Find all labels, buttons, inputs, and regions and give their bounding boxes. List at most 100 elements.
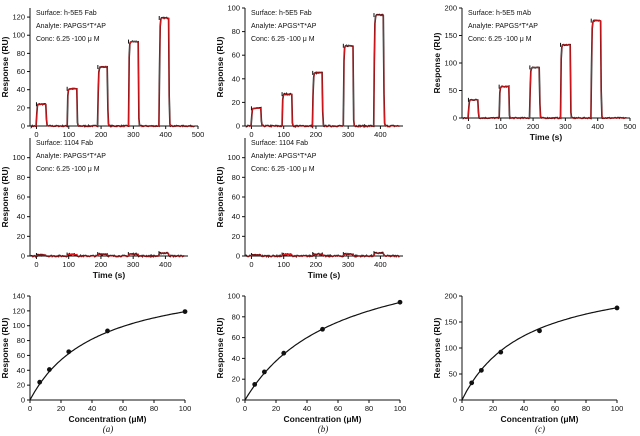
x-axis-label: Concentration (μM) bbox=[501, 414, 579, 424]
y-tick-label: 140 bbox=[12, 292, 25, 301]
fit-curve bbox=[461, 307, 618, 401]
y-tick-label: 60 bbox=[232, 51, 240, 60]
fit-trace bbox=[246, 14, 400, 127]
panel-annotation: Surface: 1104 Fab bbox=[36, 140, 93, 147]
panel-annotation: Analyte: APGS*T*AP bbox=[251, 153, 317, 160]
y-tick-label: 80 bbox=[232, 312, 240, 321]
panel-annotation: Conc: 6.25 -100 μ M bbox=[36, 36, 100, 43]
panel-annotation: Analyte: APGS*T*AP bbox=[251, 23, 317, 30]
data-point bbox=[182, 309, 188, 314]
x-tick-label: 100 bbox=[611, 404, 624, 413]
y-tick-label: 40 bbox=[232, 354, 240, 363]
x-axis-label: Time (s) bbox=[308, 270, 341, 280]
y-tick-label: 0 bbox=[453, 114, 457, 123]
x-tick-label: 100 bbox=[179, 404, 192, 413]
x-tick-label: 80 bbox=[365, 404, 373, 413]
x-tick-label: 0 bbox=[460, 404, 464, 413]
x-tick-label: 100 bbox=[394, 404, 407, 413]
x-tick-label: 100 bbox=[63, 130, 76, 139]
panel-b-mid: 0 20 40 60 80 100 0 100 200 300 400 Response (RU) Ti… bbox=[215, 138, 403, 280]
fit-trace bbox=[246, 252, 400, 257]
data-point bbox=[37, 379, 43, 385]
x-tick-label: 0 bbox=[28, 404, 32, 413]
y-tick-label: 40 bbox=[17, 366, 25, 375]
data-point bbox=[261, 369, 267, 375]
panel-annotation: Surface: h-5E5 Fab bbox=[36, 10, 97, 17]
y-tick-label: 0 bbox=[21, 122, 25, 131]
x-tick-label: 40 bbox=[520, 404, 528, 413]
panel-annotation: Analyte: PAPGS*T*AP bbox=[36, 153, 106, 160]
data-point bbox=[320, 326, 325, 332]
x-axis-label: Time (s) bbox=[530, 132, 563, 142]
x-tick-label: 100 bbox=[62, 260, 75, 269]
data-point bbox=[478, 367, 484, 373]
x-tick-label: 100 bbox=[277, 130, 290, 139]
x-tick-label: 200 bbox=[95, 130, 108, 139]
fit-curve bbox=[244, 301, 401, 401]
panel-annotation: Surface: h-5E5 mAb bbox=[468, 10, 531, 17]
panel-annotation: Surface: 1104 Fab bbox=[251, 140, 308, 147]
y-tick-label: 150 bbox=[444, 31, 457, 40]
x-tick-label: 100 bbox=[495, 122, 508, 131]
y-tick-label: 20 bbox=[232, 375, 240, 384]
x-tick-label: 40 bbox=[88, 404, 96, 413]
data-point bbox=[281, 350, 287, 356]
fit-trace bbox=[31, 252, 185, 257]
x-tick-label: 200 bbox=[527, 122, 540, 131]
x-tick-label: 40 bbox=[303, 404, 311, 413]
x-tick-label: 80 bbox=[150, 404, 158, 413]
y-tick-label: 0 bbox=[236, 396, 240, 405]
x-tick-label: 20 bbox=[57, 404, 65, 413]
x-tick-label: 20 bbox=[489, 404, 497, 413]
data-point bbox=[469, 380, 475, 386]
y-axis-label: Response (RU) bbox=[215, 36, 225, 97]
y-tick-label: 0 bbox=[236, 252, 240, 261]
data-point bbox=[66, 349, 72, 355]
y-tick-label: 80 bbox=[17, 49, 25, 58]
y-tick-label: 150 bbox=[444, 318, 457, 327]
y-tick-label: 60 bbox=[17, 193, 25, 202]
x-tick-label: 0 bbox=[34, 260, 38, 269]
y-tick-label: 0 bbox=[21, 252, 25, 261]
panel-c-top: 0 50 100 150 200 0 100 200 300 400 500 Response (RU… bbox=[432, 4, 636, 143]
y-tick-label: 40 bbox=[17, 85, 25, 94]
y-tick-label: 100 bbox=[12, 321, 25, 330]
x-tick-label: 500 bbox=[624, 122, 637, 131]
x-tick-label: 0 bbox=[249, 260, 253, 269]
y-tick-label: 60 bbox=[17, 351, 25, 360]
x-tick-label: 0 bbox=[466, 122, 470, 131]
y-tick-label: 20 bbox=[17, 381, 25, 390]
panel-annotation: Conc: 6.25 -100 μ M bbox=[251, 36, 315, 43]
fit-curve bbox=[29, 311, 186, 401]
y-tick-label: 40 bbox=[232, 74, 240, 83]
y-tick-label: 80 bbox=[17, 336, 25, 345]
x-axis-label: Concentration (μM) bbox=[284, 414, 362, 424]
y-tick-label: 100 bbox=[444, 344, 457, 353]
y-tick-label: 60 bbox=[17, 67, 25, 76]
y-tick-label: 200 bbox=[444, 292, 457, 301]
y-tick-label: 100 bbox=[12, 153, 25, 162]
y-tick-label: 20 bbox=[17, 103, 25, 112]
x-tick-label: 100 bbox=[277, 260, 290, 269]
x-tick-label: 300 bbox=[559, 122, 572, 131]
panel-a-top: 0 20 40 60 80 100 120 0 100 200 300 400 500 Response … bbox=[0, 8, 204, 139]
panel-annotation: Surface: h-5E5 Fab bbox=[251, 10, 312, 17]
y-axis-label: Response (RU) bbox=[215, 166, 225, 227]
data-point bbox=[498, 349, 504, 355]
x-tick-label: 80 bbox=[582, 404, 590, 413]
y-tick-label: 20 bbox=[232, 232, 240, 241]
x-tick-label: 0 bbox=[249, 130, 253, 139]
y-tick-label: 40 bbox=[232, 212, 240, 221]
x-tick-label: 60 bbox=[334, 404, 342, 413]
y-tick-label: 60 bbox=[232, 333, 240, 342]
caption-1: (b) bbox=[318, 424, 329, 434]
y-axis-label: Response (RU) bbox=[0, 36, 10, 97]
x-tick-label: 300 bbox=[127, 260, 140, 269]
x-tick-label: 400 bbox=[374, 130, 387, 139]
x-tick-label: 400 bbox=[159, 130, 172, 139]
panel-annotation: Conc: 6.25 -100 μ M bbox=[36, 166, 100, 173]
data-point bbox=[614, 305, 620, 311]
y-tick-label: 80 bbox=[232, 27, 240, 36]
y-tick-label: 50 bbox=[449, 86, 457, 95]
